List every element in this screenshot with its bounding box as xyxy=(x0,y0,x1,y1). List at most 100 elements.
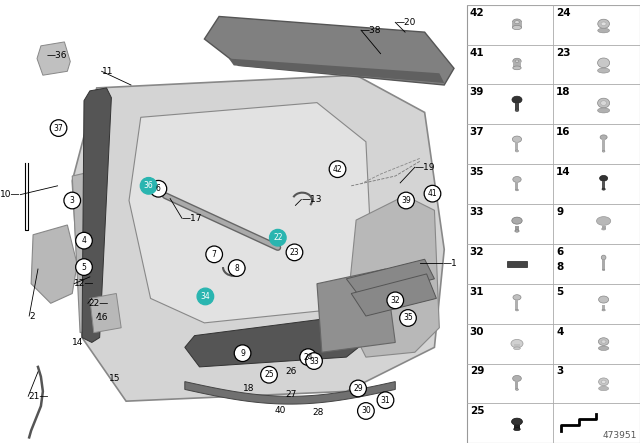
Text: 36: 36 xyxy=(144,181,154,190)
Text: 2: 2 xyxy=(29,311,35,320)
Circle shape xyxy=(206,246,223,263)
Text: 9: 9 xyxy=(556,207,563,217)
Text: 35: 35 xyxy=(403,314,413,323)
Circle shape xyxy=(269,229,286,246)
Bar xyxy=(515,226,519,231)
Ellipse shape xyxy=(513,295,521,300)
Circle shape xyxy=(64,192,81,209)
Ellipse shape xyxy=(600,101,607,105)
Text: 32: 32 xyxy=(470,247,484,257)
Polygon shape xyxy=(317,269,396,352)
Ellipse shape xyxy=(515,309,518,311)
Text: 18: 18 xyxy=(556,87,571,97)
Bar xyxy=(515,142,518,151)
Ellipse shape xyxy=(600,176,607,181)
Circle shape xyxy=(234,345,251,362)
Circle shape xyxy=(397,192,414,209)
Circle shape xyxy=(76,259,92,276)
Ellipse shape xyxy=(515,189,518,191)
Ellipse shape xyxy=(602,309,605,311)
Text: 28: 28 xyxy=(312,409,323,418)
Ellipse shape xyxy=(602,269,605,271)
Ellipse shape xyxy=(598,28,609,33)
Ellipse shape xyxy=(598,378,609,386)
Bar xyxy=(602,181,605,189)
Ellipse shape xyxy=(598,108,610,113)
Ellipse shape xyxy=(515,230,519,232)
Bar xyxy=(514,345,520,348)
Text: 42: 42 xyxy=(470,8,484,17)
Bar xyxy=(602,305,605,310)
Text: 3: 3 xyxy=(556,366,564,376)
Bar xyxy=(514,425,520,429)
Text: —36: —36 xyxy=(47,51,67,60)
Text: 24: 24 xyxy=(303,353,313,362)
Circle shape xyxy=(400,310,417,326)
Text: —13: —13 xyxy=(301,195,322,204)
Polygon shape xyxy=(185,382,396,404)
Text: —1: —1 xyxy=(442,258,457,267)
Text: 8: 8 xyxy=(234,263,239,272)
Text: 22—: 22— xyxy=(88,299,108,308)
Text: —17: —17 xyxy=(182,214,202,223)
Text: 22: 22 xyxy=(273,233,283,242)
Circle shape xyxy=(286,244,303,261)
Ellipse shape xyxy=(515,150,518,152)
Text: 30: 30 xyxy=(470,327,484,336)
Ellipse shape xyxy=(598,386,609,391)
Bar xyxy=(602,139,605,151)
Text: 39: 39 xyxy=(401,196,411,205)
Text: 23: 23 xyxy=(290,248,300,257)
Ellipse shape xyxy=(602,228,605,230)
Text: 16: 16 xyxy=(97,314,108,323)
Text: 29: 29 xyxy=(470,366,484,376)
Ellipse shape xyxy=(512,96,522,103)
Polygon shape xyxy=(31,225,77,303)
Text: 41: 41 xyxy=(470,47,484,57)
Text: 35: 35 xyxy=(470,167,484,177)
Text: 33: 33 xyxy=(309,357,319,366)
Text: 24: 24 xyxy=(556,8,571,17)
Text: 42: 42 xyxy=(333,165,342,174)
Ellipse shape xyxy=(602,188,605,190)
Circle shape xyxy=(150,181,166,197)
Ellipse shape xyxy=(512,217,522,224)
Text: 18: 18 xyxy=(243,384,254,393)
Ellipse shape xyxy=(515,109,519,112)
Text: 7: 7 xyxy=(212,250,216,259)
Ellipse shape xyxy=(513,66,521,70)
Ellipse shape xyxy=(515,389,518,390)
Ellipse shape xyxy=(513,177,521,182)
Text: 27: 27 xyxy=(285,390,297,399)
Circle shape xyxy=(300,349,316,366)
Text: 34: 34 xyxy=(200,292,211,301)
Polygon shape xyxy=(204,17,454,85)
Text: 15: 15 xyxy=(109,374,121,383)
Text: 5: 5 xyxy=(81,263,86,271)
Ellipse shape xyxy=(598,296,609,303)
Text: 21—: 21— xyxy=(28,392,49,401)
Ellipse shape xyxy=(515,21,519,24)
Ellipse shape xyxy=(511,418,522,425)
Circle shape xyxy=(197,288,214,305)
Ellipse shape xyxy=(598,98,610,108)
Ellipse shape xyxy=(601,22,606,26)
Circle shape xyxy=(76,233,92,249)
Polygon shape xyxy=(346,196,439,357)
Circle shape xyxy=(377,392,394,409)
Bar xyxy=(515,300,518,310)
Text: 6: 6 xyxy=(156,184,161,193)
Text: 9: 9 xyxy=(240,349,245,358)
Text: 26: 26 xyxy=(285,367,297,376)
Polygon shape xyxy=(346,259,435,298)
Circle shape xyxy=(387,292,404,309)
Circle shape xyxy=(358,403,374,419)
Ellipse shape xyxy=(598,68,610,73)
Ellipse shape xyxy=(602,151,605,152)
Text: —20: —20 xyxy=(396,18,415,27)
Circle shape xyxy=(349,380,367,397)
Bar xyxy=(513,22,522,27)
Polygon shape xyxy=(229,59,444,83)
Polygon shape xyxy=(72,75,444,401)
Ellipse shape xyxy=(598,19,609,28)
